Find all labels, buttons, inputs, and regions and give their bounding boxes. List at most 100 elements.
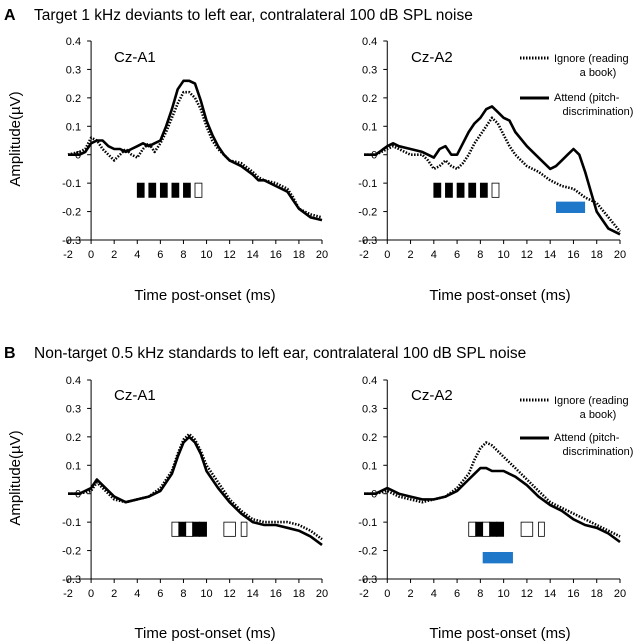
significance-bar [556,201,586,213]
significance-box [159,182,168,198]
x-tick-label: -2 [63,588,73,600]
y-tick-label: -0.2 [358,546,377,558]
x-tick-label: 6 [157,588,163,600]
significance-box [468,182,477,198]
y-tick-label: 0.1 [66,121,81,133]
panel-b-label: B [4,345,16,362]
y-tick-label: -0.3 [358,574,377,586]
series-ignore-line [67,90,323,219]
significance-box [185,521,194,537]
legend-attend-label: Attend (pitch- [554,432,620,444]
significance-box [192,521,201,537]
significance-box [240,521,248,537]
x-tick-label: 10 [200,588,212,600]
legend-attend-label: Attend (pitch- [554,92,620,104]
y-tick-label: -0.3 [62,574,81,586]
series-attend-line [364,105,621,236]
x-tick-label: 20 [614,588,626,600]
x-tick-label: 18 [293,588,305,600]
y-tick-label: 0.3 [66,403,81,415]
x-tick-label: 8 [180,588,186,600]
panel-a-chart-2-title: Cz-A2 [411,49,453,66]
x-tick-label: 12 [521,588,533,600]
significance-box [475,521,484,537]
y-tick-label: 0.1 [362,460,377,472]
significance-box [178,521,187,537]
significance-box [223,521,236,537]
y-tick-label: -0.2 [358,207,377,219]
y-tick-label: 0.3 [362,64,377,76]
x-tick-label: 0 [88,588,94,600]
significance-box [496,521,505,537]
panel-a-chart-1-xlabel: Time post-onset (ms) [134,287,275,304]
x-tick-label: 2 [407,249,413,261]
significance-box [445,182,453,198]
y-tick-label: -0.3 [358,235,377,247]
significance-box [148,182,157,198]
x-tick-label: 10 [200,249,212,261]
significance-box [491,182,500,198]
x-tick-label: 10 [498,249,510,261]
y-tick-label: -0.3 [62,235,81,247]
x-tick-label: 8 [180,249,186,261]
legend-ignore-label-cont: a book) [580,409,617,421]
panel-b-chart-1-title: Cz-A1 [114,387,156,404]
x-tick-label: 0 [384,588,390,600]
x-tick-label: 4 [431,588,437,600]
panel-a-title: Target 1 kHz deviants to left ear, contr… [34,7,473,24]
legend-attend-label-cont: discrimination) [563,446,634,458]
x-tick-label: 16 [270,588,282,600]
significance-box [194,182,203,198]
y-tick-label: 0.1 [66,460,81,472]
significance-bar [482,551,513,564]
x-tick-label: 16 [567,249,579,261]
x-tick-label: 12 [224,588,236,600]
significance-box [171,521,180,537]
series-ignore-line [68,432,323,541]
significance-box [479,182,488,198]
series-attend-line [364,466,621,544]
y-tick-label: 0.2 [66,93,81,105]
x-tick-label: 18 [293,249,305,261]
x-tick-label: -2 [63,249,73,261]
panel-a-ylabel: Amplitude(µV) [7,91,24,186]
y-tick-label: 0.4 [66,36,81,48]
y-tick-label: 0.2 [66,432,81,444]
x-tick-label: 8 [477,249,483,261]
series-ignore-line [364,441,621,538]
panel-b-chart-2-xlabel: Time post-onset (ms) [429,625,570,642]
x-tick-label: 8 [477,588,483,600]
panel-a-chart-cz-a2: 0.40.30.20.10-0.1-0.2-0.3-2 0 2 4 6 8 10 12 14 16… [358,36,626,261]
x-tick-label: 20 [614,249,626,261]
y-tick-label: -0.1 [358,178,377,190]
y-tick-label: 0.4 [362,36,377,48]
legend-attend-label-cont: discrimination) [563,106,634,118]
panel-b-legend: Ignore (reading a book) Attend (pitch- d… [520,395,633,458]
panel-a-chart-cz-a1: 0.40.30.20.10-0.1-0.2-0.3-2 0 2 4 6 8 10 12 14 16… [62,36,328,261]
y-tick-label: 0.4 [362,375,377,387]
x-tick-label: 14 [544,588,556,600]
x-tick-label: 0 [384,249,390,261]
series-attend-line [68,79,323,222]
significance-box [183,182,191,198]
series-attend-line [68,435,323,546]
panel-b-chart-2-title: Cz-A2 [411,387,453,404]
x-tick-label: 12 [224,249,236,261]
y-tick-label: 0.2 [362,432,377,444]
panel-b-ylabel: Amplitude(µV) [7,430,24,525]
panel-b-chart-cz-a1: 0.40.30.20.10-0.1-0.2-0.3-2 0 2 4 6 8 10 12 14 16… [62,375,328,600]
x-tick-label: 16 [567,588,579,600]
x-tick-label: 10 [498,588,510,600]
panel-a-chart-1-title: Cz-A1 [114,49,156,66]
significance-box [520,521,534,537]
significance-box [482,521,491,537]
significance-box [468,521,477,537]
legend-ignore-label: Ignore (reading [554,395,629,407]
x-tick-label: 18 [591,249,603,261]
x-tick-label: 12 [521,249,533,261]
x-tick-label: 6 [157,249,163,261]
x-tick-label: 2 [111,249,117,261]
panel-a-legend: Ignore (reading a book) Attend (pitch- d… [520,53,633,118]
panel-b-title: Non-target 0.5 kHz standards to left ear… [34,345,526,362]
